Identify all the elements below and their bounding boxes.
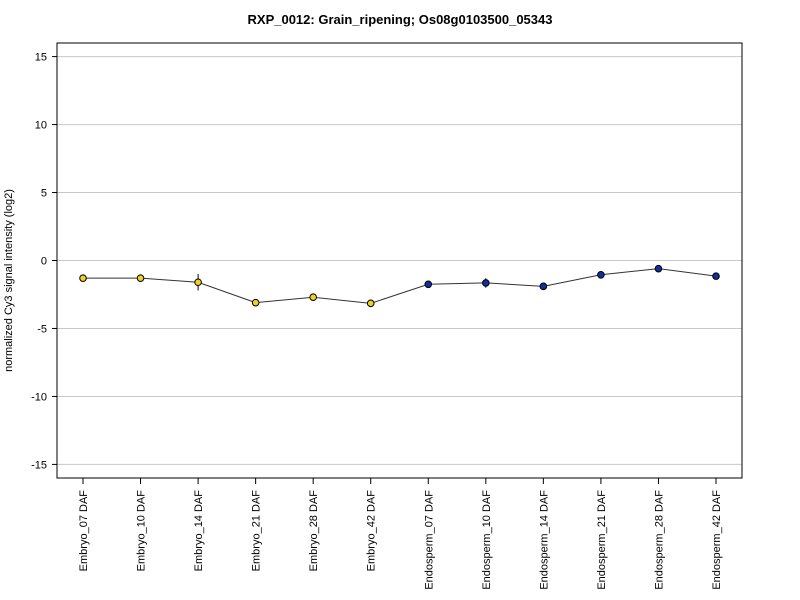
x-tick-label: Embryo_07 DAF — [78, 490, 90, 572]
y-tick-label: -10 — [31, 391, 47, 403]
data-point — [366, 299, 375, 308]
x-tick-label: Endosperm_21 DAF — [596, 490, 608, 590]
data-point — [654, 264, 663, 273]
x-tick-label: Endosperm_10 DAF — [481, 490, 493, 590]
x-tick-label: Embryo_28 DAF — [308, 490, 320, 572]
data-point — [539, 282, 548, 291]
data-point — [424, 280, 433, 289]
y-axis-title: normalized Cy3 signal intensity (log2) — [3, 189, 15, 372]
x-tick-label: Embryo_14 DAF — [193, 490, 205, 572]
y-tick-label: 10 — [35, 120, 47, 132]
data-point — [712, 272, 720, 280]
data-point — [251, 298, 260, 307]
x-tick-label: Endosperm_42 DAF — [711, 490, 723, 590]
x-tick-label: Embryo_10 DAF — [136, 490, 148, 572]
y-tick-label: -15 — [31, 459, 47, 471]
y-tick-label: 0 — [41, 256, 47, 268]
x-tick-label: Embryo_42 DAF — [366, 490, 378, 572]
data-point — [79, 274, 87, 282]
data-point — [309, 293, 317, 302]
x-tick-label: Endosperm_07 DAF — [423, 490, 435, 590]
y-tick-label: 5 — [41, 188, 47, 200]
x-tick-label: Endosperm_14 DAF — [538, 490, 550, 590]
y-tick-label: -5 — [37, 323, 47, 335]
chart-title: RXP_0012: Grain_ripening; Os08g0103500_0… — [247, 12, 553, 27]
y-tick-label: 15 — [35, 52, 47, 64]
data-point — [597, 270, 605, 279]
series-line — [83, 268, 717, 304]
x-tick-label: Endosperm_28 DAF — [653, 490, 665, 590]
data-point — [194, 278, 202, 287]
x-tick-label: Embryo_21 DAF — [251, 490, 263, 572]
data-point — [482, 279, 490, 287]
data-point — [136, 274, 145, 282]
